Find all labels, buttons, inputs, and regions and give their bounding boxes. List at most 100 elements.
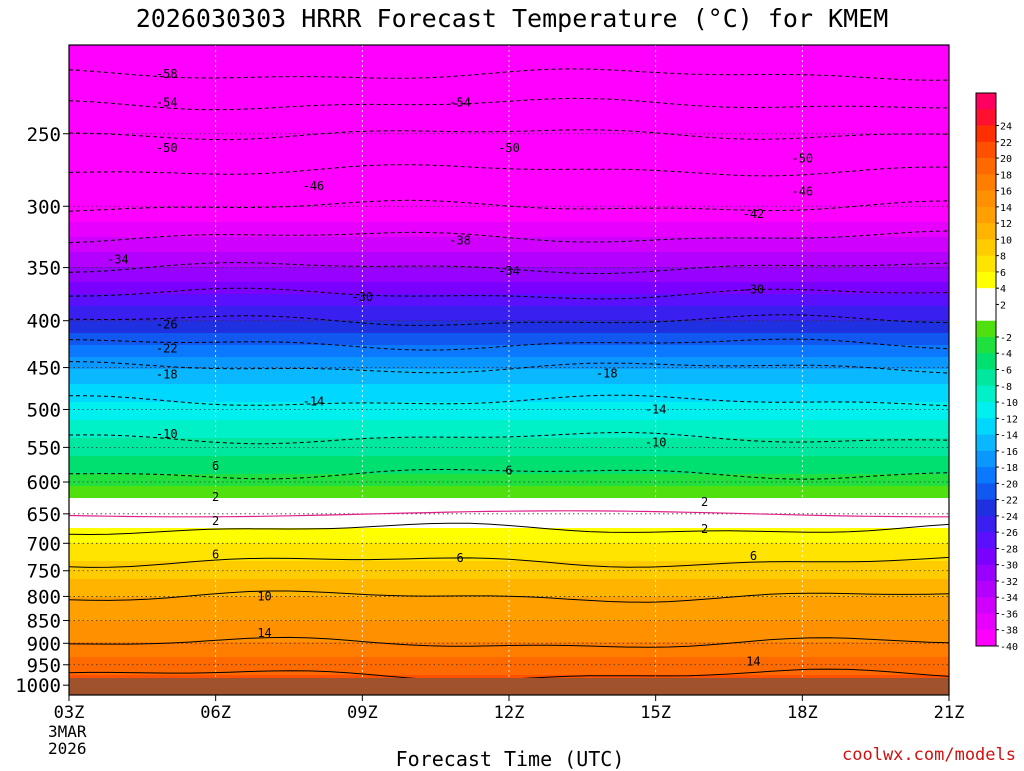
temperature-band bbox=[69, 126, 949, 130]
colorbar-label: -30 bbox=[1000, 561, 1018, 572]
colorbar-swatch bbox=[976, 613, 996, 631]
temperature-band bbox=[69, 537, 949, 541]
temperature-band bbox=[69, 417, 949, 421]
temperature-band bbox=[69, 93, 949, 97]
colorbar-swatch bbox=[976, 271, 996, 289]
contour-label: -54 bbox=[449, 95, 471, 109]
y-tick-label: 650 bbox=[27, 504, 61, 526]
temperature-band bbox=[69, 378, 949, 382]
y-tick-label: 750 bbox=[27, 561, 61, 583]
temperature-band bbox=[69, 573, 949, 577]
temperature-band bbox=[69, 246, 949, 250]
temperature-band bbox=[69, 261, 949, 265]
contour-label: -30 bbox=[351, 290, 373, 304]
colorbar-swatch bbox=[976, 580, 996, 598]
colorbar-label: 2 bbox=[1000, 300, 1006, 311]
temperature-band bbox=[69, 651, 949, 655]
colorbar-swatch bbox=[976, 255, 996, 273]
colorbar-label: -26 bbox=[1000, 528, 1018, 539]
colorbar-swatch bbox=[976, 288, 996, 305]
x-tick-label: 03Z bbox=[54, 703, 85, 723]
contour-label: 6 bbox=[212, 548, 219, 562]
temperature-band bbox=[69, 522, 949, 526]
temperature-band bbox=[69, 672, 949, 676]
temperature-band bbox=[69, 603, 949, 607]
colorbar-label: -38 bbox=[1000, 626, 1018, 637]
temperature-band bbox=[69, 633, 949, 637]
temperature-band bbox=[69, 612, 949, 616]
temperature-band bbox=[69, 276, 949, 280]
y-tick-label: 350 bbox=[27, 258, 61, 280]
temperature-band bbox=[69, 153, 949, 157]
temperature-band bbox=[69, 657, 949, 661]
contour-label: -54 bbox=[156, 95, 178, 109]
contour-label: 14 bbox=[257, 626, 271, 640]
temperature-band bbox=[69, 597, 949, 601]
colorbar-swatch bbox=[976, 93, 996, 110]
colorbar-label: -28 bbox=[1000, 544, 1018, 555]
contour-label: -26 bbox=[156, 318, 178, 332]
x-tick-label: 09Z bbox=[347, 703, 378, 723]
temperature-band bbox=[69, 171, 949, 175]
x-tick-label: 15Z bbox=[640, 703, 671, 723]
colorbar-label: 6 bbox=[1000, 268, 1006, 279]
temperature-band bbox=[69, 177, 949, 181]
temperature-band bbox=[69, 552, 949, 556]
colorbar-swatch bbox=[976, 239, 996, 257]
contour-label: 6 bbox=[212, 459, 219, 473]
temperature-band bbox=[69, 288, 949, 292]
colorbar-label: -16 bbox=[1000, 447, 1018, 458]
colorbar-swatch bbox=[976, 109, 996, 127]
contour-label: -58 bbox=[156, 67, 178, 81]
y-tick-label: 700 bbox=[27, 533, 61, 555]
colorbar-swatch bbox=[976, 206, 996, 224]
temperature-band bbox=[69, 432, 949, 436]
colorbar-swatch bbox=[976, 125, 996, 143]
temperature-band bbox=[69, 462, 949, 466]
contour-label: -18 bbox=[596, 367, 618, 381]
contour-label: -14 bbox=[645, 402, 667, 416]
colorbar-swatch bbox=[976, 190, 996, 208]
isotherm-line bbox=[69, 636, 949, 648]
isotherm-line bbox=[69, 262, 949, 274]
temperature-band bbox=[69, 561, 949, 565]
temperature-band bbox=[69, 486, 949, 490]
temperature-band bbox=[69, 183, 949, 187]
temperature-band bbox=[69, 273, 949, 277]
temperature-band bbox=[69, 426, 949, 430]
x-date-label: 2026 bbox=[48, 739, 87, 758]
temperature-band bbox=[69, 543, 949, 547]
temperature-band bbox=[69, 348, 949, 352]
temperature-band bbox=[69, 387, 949, 391]
grid bbox=[69, 45, 949, 695]
contour-labels: -58 -54 -54 -50 -50 -50 -46 -46 -42 -38 -34 -34 -30 -… bbox=[107, 67, 813, 691]
colorbar-swatch bbox=[976, 158, 996, 175]
y-tick-label: 600 bbox=[27, 472, 61, 494]
temperature-band bbox=[69, 81, 949, 85]
temperature-band bbox=[69, 63, 949, 67]
temperature-band bbox=[69, 363, 949, 367]
colorbar-label: 20 bbox=[1000, 154, 1012, 165]
colorbar-label: 24 bbox=[1000, 122, 1012, 133]
temperature-band bbox=[69, 303, 949, 307]
colorbar-swatch bbox=[976, 223, 996, 240]
colorbar-label: 8 bbox=[1000, 252, 1006, 263]
temperature-band bbox=[69, 372, 949, 376]
temperature-band bbox=[69, 132, 949, 136]
colorbar-label: -14 bbox=[1000, 431, 1018, 442]
temperature-band bbox=[69, 306, 949, 310]
colorbar-swatch bbox=[976, 629, 996, 647]
freezing-line bbox=[69, 510, 949, 518]
y-axis: 2503003504004505005506006507007508008509… bbox=[15, 124, 69, 697]
temperature-band bbox=[69, 381, 949, 385]
temperature-band bbox=[69, 57, 949, 61]
isotherm-line bbox=[69, 556, 949, 568]
colorbar-swatch bbox=[976, 174, 996, 192]
temperature-band bbox=[69, 396, 949, 400]
colorbar-swatch bbox=[976, 450, 996, 468]
credit-link[interactable]: coolwx.com/models bbox=[842, 745, 1016, 765]
temperature-band bbox=[69, 498, 949, 502]
colorbar-swatch bbox=[976, 434, 996, 452]
temperature-band bbox=[69, 237, 949, 241]
